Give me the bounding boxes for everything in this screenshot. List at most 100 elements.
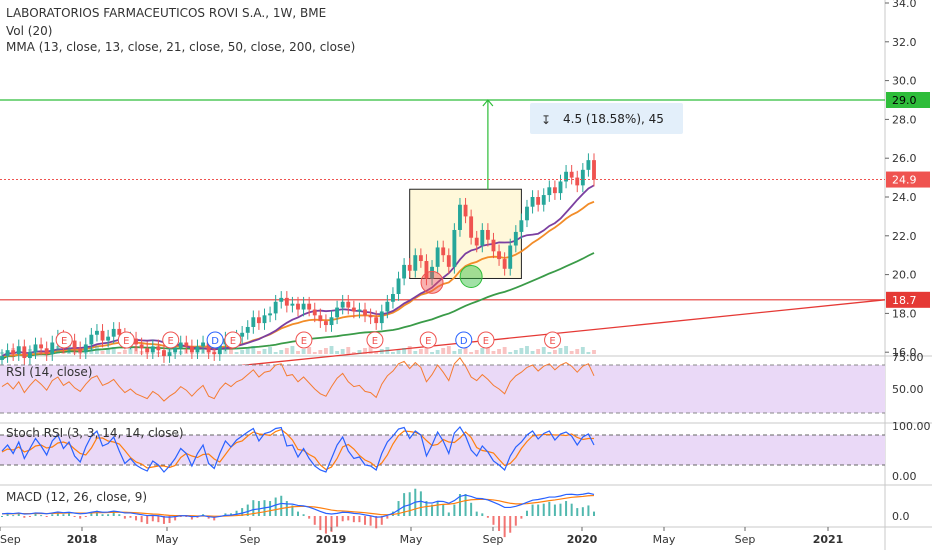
volume-bar [39, 352, 44, 354]
volume-bar [363, 348, 367, 354]
event-marker [224, 331, 242, 349]
macd-histogram-bar [140, 516, 143, 523]
macd-legend: MACD (12, 26, close, 9) [6, 490, 147, 504]
candle-body [111, 328, 116, 337]
volume-bar [201, 350, 205, 354]
candle-body [446, 255, 451, 267]
candle-body [184, 342, 189, 347]
volume-bar [301, 349, 306, 354]
volume-bar [413, 351, 418, 354]
candle-body [262, 315, 267, 324]
volume-bar [89, 348, 94, 354]
macd-histogram-bar [470, 502, 473, 516]
volume-bar [167, 348, 172, 354]
candle-body [558, 181, 563, 194]
candle-body [396, 278, 401, 294]
volume-bar [379, 349, 384, 354]
macd-histogram-bar [1, 516, 3, 517]
price-tick-label: 26.0 [892, 152, 917, 165]
time-tick-label: 2018 [67, 533, 98, 546]
volume-bar [95, 346, 99, 354]
candle-body [16, 346, 21, 355]
macd-histogram-bar [464, 494, 467, 516]
volume-bar [357, 350, 362, 354]
time-tick-label: Sep [735, 533, 756, 546]
volume-bar [134, 346, 138, 354]
stoch-legend: Stoch RSI (3, 3, 14, 14, close) [6, 426, 184, 440]
macd-histogram-bar [17, 513, 20, 516]
candle-body [251, 317, 256, 327]
volume-bar [592, 350, 596, 354]
volume-bar [525, 346, 529, 354]
macd-histogram-bar [235, 510, 238, 516]
macd-histogram-bar [179, 516, 182, 517]
volume-bar [586, 352, 591, 354]
price-tick-label: 32.0 [892, 36, 917, 49]
macd-histogram-bar [453, 504, 456, 516]
volume-bar [374, 351, 379, 354]
macd-histogram-bar [481, 513, 484, 516]
volume-bar [335, 351, 340, 354]
volume-bar [318, 350, 323, 354]
volume-bar [575, 349, 580, 354]
macd-histogram-bar [118, 514, 121, 516]
macd-histogram-bar [51, 514, 54, 516]
volume-bar [385, 347, 390, 354]
candle-body [357, 309, 362, 312]
candle-body [329, 317, 334, 326]
candle-body [458, 204, 462, 230]
volume-bar [22, 351, 27, 354]
candle-body [323, 321, 328, 326]
candle-body [346, 301, 351, 308]
candle-body [240, 332, 245, 337]
volume-bar [368, 346, 373, 354]
candle-body [569, 171, 574, 178]
event-marker [295, 331, 313, 349]
candle-body [363, 309, 367, 316]
candle-body [525, 206, 529, 221]
measure-arrow-head [482, 99, 494, 107]
candle-body [27, 352, 32, 359]
candle-body [312, 309, 317, 316]
candle-body [586, 160, 591, 170]
level-label-bg [886, 92, 930, 108]
macd-histogram-bar [559, 503, 562, 516]
candle-body [413, 255, 418, 271]
macd-histogram-bar [447, 512, 450, 516]
macd-histogram-bar [23, 516, 26, 518]
last-price-bg [886, 171, 930, 188]
candle-body [201, 342, 205, 347]
event-marker [455, 331, 473, 349]
candle-body [385, 301, 390, 312]
stoch-k-line [1, 426, 595, 473]
ma21-line [1, 200, 595, 357]
macd-histogram-bar [34, 513, 37, 516]
macd-histogram-bar [269, 501, 272, 516]
candle-body [106, 336, 111, 341]
candle-body [485, 229, 490, 240]
candle-body [407, 264, 412, 271]
candle-body [340, 301, 345, 308]
event-marker-label: D [460, 336, 468, 347]
macd-histogram-bar [12, 515, 15, 517]
rsi-tick-label: 75.00 [892, 351, 924, 364]
event-marker [162, 331, 180, 349]
volume-bar [111, 347, 116, 354]
macd-histogram-bar [509, 516, 512, 533]
macd-histogram-bar [224, 513, 227, 516]
candle-body [290, 303, 295, 306]
macd-histogram-bar [587, 505, 590, 516]
macd-histogram-bar [302, 514, 305, 516]
volume-bar [16, 346, 21, 354]
volume-bar [240, 350, 245, 354]
volume-bar [268, 347, 273, 354]
candle-body [212, 352, 217, 355]
macd-line [1, 492, 595, 518]
volume-bar [67, 349, 71, 354]
macd-histogram-bar [514, 516, 517, 526]
candle-body [508, 245, 513, 269]
candle-body [134, 338, 138, 345]
volume-bar [474, 350, 479, 354]
volume-bar [72, 347, 77, 354]
